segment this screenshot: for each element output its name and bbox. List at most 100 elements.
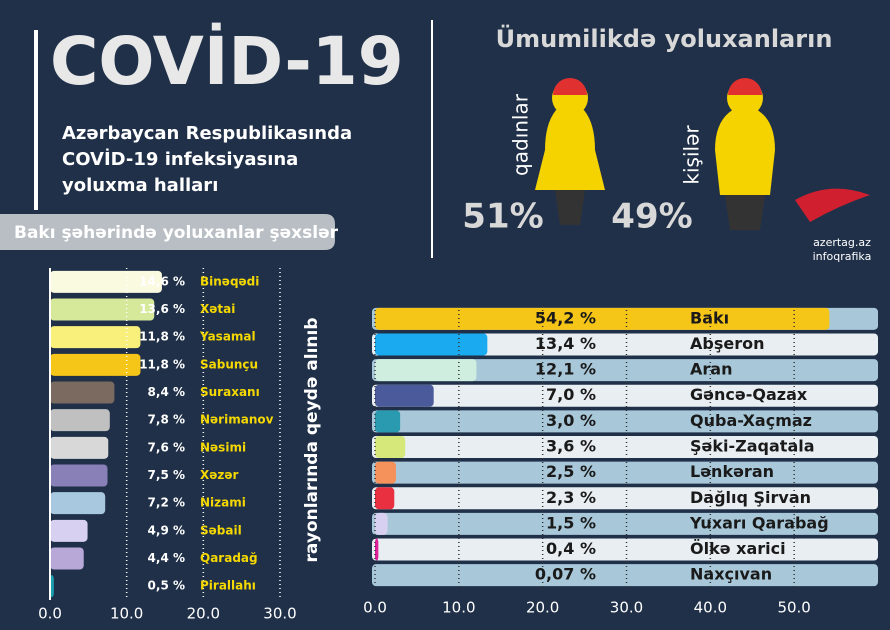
bar [50,298,155,321]
category-label: Ölkə xarici [690,539,786,558]
bar [375,333,488,356]
subtitle: Azərbaycan Respublikasında [62,123,352,144]
gender-title: Ümumilikdə yoluxanların [496,23,833,53]
bar [50,353,141,376]
category-label: Şəki-Zaqatala [690,437,815,456]
bar [375,384,434,407]
category-label: Naxçıvan [690,565,772,584]
gender-label: qadınlar [509,93,533,176]
chart-title-banner [0,214,335,250]
title: COVİD-19 [50,23,404,100]
row-track [372,436,878,458]
x-tick-label: 10.0 [442,599,475,617]
value-label: 2,5 % [546,462,596,481]
category-label: Qaradağ [200,551,258,565]
female-figure [535,78,605,225]
bar [50,409,110,432]
category-label: Səbail [200,523,242,537]
category-label: Yasamal [199,330,256,344]
bar [50,519,88,542]
category-label: Xətai [200,302,235,316]
category-label: Sabunçu [200,357,258,371]
chart-title: Bakı şəhərində yoluxanlar şəxslər [14,223,339,243]
value-label: 7,0 % [546,385,596,404]
category-label: Aran [690,360,732,379]
logo [795,188,870,222]
value-label: 54,2 % [535,308,596,327]
row-track [372,384,878,407]
credit: azertag.az [813,236,871,249]
value-label: 4,4 % [148,551,185,565]
bar [50,492,106,515]
row-track [372,461,878,484]
value-label: 8,4 % [148,385,185,399]
value-label: 11,8 % [139,330,185,344]
row-track [372,359,878,382]
x-tick-label: 20.0 [526,599,559,617]
x-tick-label: 50.0 [777,599,810,617]
value-label: 2,3 % [546,488,596,507]
x-tick-label: 30.0 [263,605,296,623]
value-label: 13,4 % [535,334,596,353]
x-tick-label: 10.0 [110,605,143,623]
bar [375,461,396,484]
category-label: Nizami [200,496,246,510]
value-label: 0,07 % [535,565,596,584]
value-label: 7,2 % [148,496,185,510]
value-label: 7,8 % [148,413,185,427]
y-axis-label: rayonlarında qeydə alınıb [302,318,322,563]
category-label: Abşeron [690,334,764,353]
value-label: 0,4 % [546,539,596,558]
row-track [372,538,878,561]
value-label: 0,5 % [148,579,185,593]
category-label: Xəzər [200,468,239,482]
gender-label: kişilər [680,125,704,185]
bar [50,436,109,459]
value-label: 1,5 % [546,513,596,532]
category-label: Quba-Xaçmaz [690,411,812,430]
category-label: Pirallahı [200,579,256,593]
category-label: Bakı [690,308,729,327]
value-label: 11,8 % [139,357,185,371]
x-tick-label: 0.0 [38,605,62,623]
x-tick-label: 30.0 [610,599,643,617]
category-label: Yuxarı Qarabağ [689,513,829,532]
bar [50,464,108,487]
gender-share: 51% [462,197,543,237]
credit: infoqrafika [813,250,872,263]
bar [375,512,388,535]
row-track [372,564,878,587]
category-label: Lənkəran [690,462,774,481]
value-label: 7,6 % [148,440,185,454]
bar [375,410,401,433]
value-label: 14,6 % [139,274,185,288]
bar [375,538,379,561]
subtitle: COVİD-19 infeksiyasına [62,148,298,170]
bar [375,487,395,510]
bar [50,381,115,404]
x-tick-label: 40.0 [694,599,727,617]
value-label: 7,5 % [148,468,185,482]
row-track [372,333,878,356]
row-track [372,487,878,510]
category-label: Suraxanı [200,385,260,399]
category-label: Nərimanov [200,413,274,427]
category-label: Gəncə-Qazax [690,385,808,404]
category-label: Binəqədi [200,274,259,288]
value-label: 12,1 % [535,360,596,379]
value-label: 13,6 % [139,302,185,316]
bar [375,436,406,458]
x-tick-label: 0.0 [363,599,387,617]
category-label: Dağlıq Şirvan [690,488,811,507]
x-tick-label: 20.0 [187,605,220,623]
bar [50,547,84,570]
value-label: 3,6 % [546,437,596,456]
gender-share: 49% [611,197,692,237]
value-label: 4,9 % [148,523,185,537]
bar [375,359,477,382]
category-label: Nəsimi [200,440,246,454]
value-label: 3,0 % [546,411,596,430]
subtitle: yoluxma halları [62,175,218,196]
bar [375,564,376,587]
